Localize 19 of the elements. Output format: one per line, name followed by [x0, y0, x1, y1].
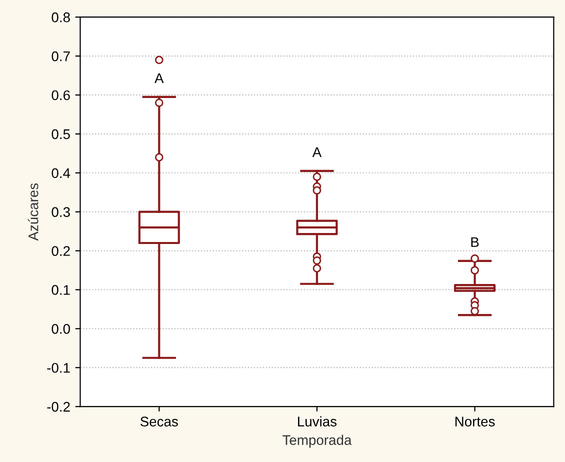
y-tick-label: 0.8 [52, 12, 70, 22]
x-axis-title: Temporada [282, 434, 352, 448]
x-tick-label: Secas [140, 416, 178, 426]
y-tick-label: 0.4 [52, 168, 70, 178]
y-tick-label: -0.1 [47, 362, 70, 373]
x-tick-label: Luvias [298, 416, 337, 426]
x-tick-label: Nortes [455, 416, 495, 426]
y-tick-label: 0.7 [52, 51, 70, 62]
annotation: A [154, 73, 164, 83]
y-tick-label: 0.0 [52, 324, 70, 334]
y-tick-label: 0.3 [52, 207, 70, 217]
y-tick-label: 0.2 [52, 246, 70, 256]
y-axis-title: Azúcares [28, 183, 38, 241]
y-tick-label: -0.2 [47, 402, 70, 412]
y-tick-label: 0.6 [52, 90, 70, 100]
annotation: B [471, 237, 479, 247]
y-tick-label: 0.1 [52, 285, 70, 295]
annotation: A [312, 147, 322, 157]
y-tick-label: 0.5 [52, 129, 70, 140]
